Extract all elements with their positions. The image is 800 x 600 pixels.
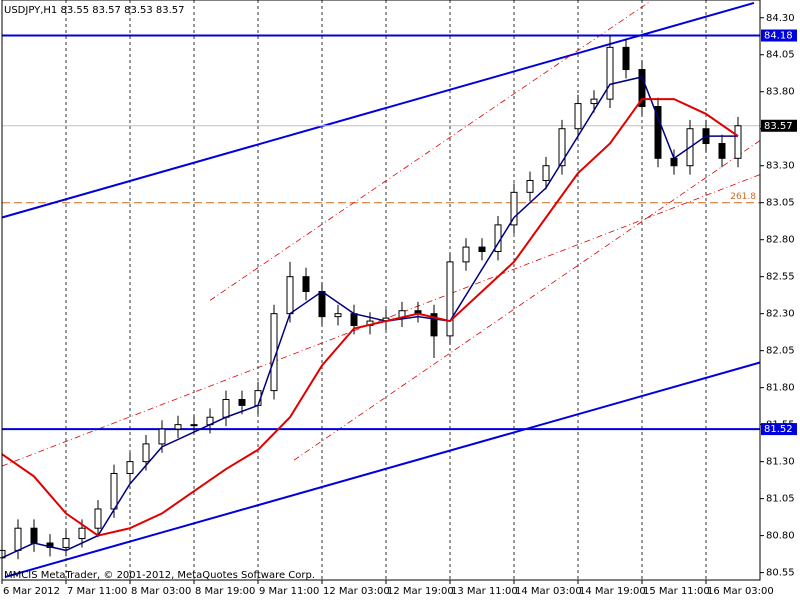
y-tick-label: 82.30 bbox=[766, 309, 795, 320]
x-tick-label: 14 Mar 03:00 bbox=[515, 586, 582, 597]
y-tick-label: 81.30 bbox=[766, 457, 795, 468]
x-tick-label: 12 Mar 19:00 bbox=[387, 586, 454, 597]
candle-body bbox=[446, 261, 454, 337]
moving-average bbox=[1, 98, 739, 537]
candle-body bbox=[286, 276, 294, 315]
trend-line bbox=[4, 361, 761, 579]
candle-body bbox=[158, 428, 166, 445]
candle-body bbox=[430, 313, 438, 337]
candle-body bbox=[510, 191, 518, 226]
fib-level-label: 261.8 bbox=[730, 192, 756, 202]
x-tick-label: 8 Mar 03:00 bbox=[131, 586, 191, 597]
y-tick-label: 80.80 bbox=[766, 531, 795, 542]
y-tick-label: 80.55 bbox=[766, 568, 795, 579]
x-tick-label: 12 Mar 03:00 bbox=[323, 586, 390, 597]
candle-body bbox=[14, 527, 22, 551]
candle-body bbox=[638, 69, 646, 108]
x-tick-label: 13 Mar 11:00 bbox=[451, 586, 518, 597]
x-tick-label: 8 Mar 19:00 bbox=[195, 586, 255, 597]
price-label-box bbox=[761, 119, 797, 132]
candle-body bbox=[334, 313, 342, 318]
candle-body bbox=[350, 313, 358, 327]
candle-body bbox=[718, 143, 726, 159]
candle-body bbox=[670, 157, 678, 167]
candle-body bbox=[302, 276, 310, 292]
candle-body bbox=[606, 46, 614, 100]
candle-body bbox=[654, 106, 662, 159]
candle-body bbox=[462, 246, 470, 263]
footer: MMCIS MetaTrader, © 2001-2012, MetaQuote… bbox=[4, 570, 315, 581]
candle-body bbox=[222, 398, 230, 418]
candle-body bbox=[318, 290, 326, 318]
trend-line bbox=[1, 1, 755, 219]
y-tick-label: 81.80 bbox=[766, 383, 795, 394]
x-tick-label: 7 Mar 11:00 bbox=[67, 586, 127, 597]
price-label: 83.57 bbox=[764, 121, 793, 132]
candle-body bbox=[142, 443, 150, 463]
y-tick-label: 84.30 bbox=[766, 13, 795, 24]
x-tick-label: 16 Mar 03:00 bbox=[707, 586, 774, 597]
candle-body bbox=[574, 103, 582, 130]
price-label-box bbox=[761, 29, 797, 42]
price-label: 84.18 bbox=[764, 31, 793, 42]
price-label: 81.52 bbox=[764, 424, 793, 435]
x-tick-label: 6 Mar 2012 bbox=[3, 586, 60, 597]
candle-body bbox=[174, 424, 182, 430]
y-tick-label: 82.55 bbox=[766, 272, 795, 283]
y-tick-label: 83.80 bbox=[766, 87, 795, 98]
y-tick-label: 82.80 bbox=[766, 235, 795, 246]
moving-average bbox=[1, 76, 738, 559]
candle-body bbox=[558, 128, 566, 167]
candle-body bbox=[478, 246, 486, 253]
candle-body bbox=[526, 180, 534, 193]
candle-body bbox=[78, 527, 86, 540]
trend-line bbox=[293, 140, 761, 461]
candle-body bbox=[190, 424, 198, 427]
y-tick-label: 81.05 bbox=[766, 494, 795, 505]
chart-title: USDJPY,H1 83.55 83.57 83.53 83.57 bbox=[4, 5, 185, 16]
plot-frame bbox=[1, 0, 761, 581]
candle-body bbox=[126, 461, 134, 474]
candle-body bbox=[622, 46, 630, 71]
y-tick-label: 83.30 bbox=[766, 161, 795, 172]
candle-body bbox=[542, 165, 550, 182]
candle-body bbox=[94, 508, 102, 529]
y-tick-label: 82.05 bbox=[766, 346, 795, 357]
y-tick-label: 83.05 bbox=[766, 198, 795, 209]
x-tick-label: 9 Mar 11:00 bbox=[259, 586, 319, 597]
candle-body bbox=[62, 538, 70, 548]
trend-line bbox=[209, 1, 651, 301]
x-tick-label: 15 Mar 11:00 bbox=[643, 586, 710, 597]
candle-body bbox=[110, 472, 118, 510]
candle-body bbox=[30, 527, 38, 544]
price-label-box bbox=[761, 423, 797, 436]
y-tick-label: 84.05 bbox=[766, 50, 795, 61]
x-tick-label: 14 Mar 19:00 bbox=[579, 586, 646, 597]
plot-area: 261.8 bbox=[0, 0, 761, 580]
candle-body bbox=[238, 398, 246, 406]
candle-body bbox=[590, 98, 598, 105]
candle-body bbox=[734, 125, 742, 159]
